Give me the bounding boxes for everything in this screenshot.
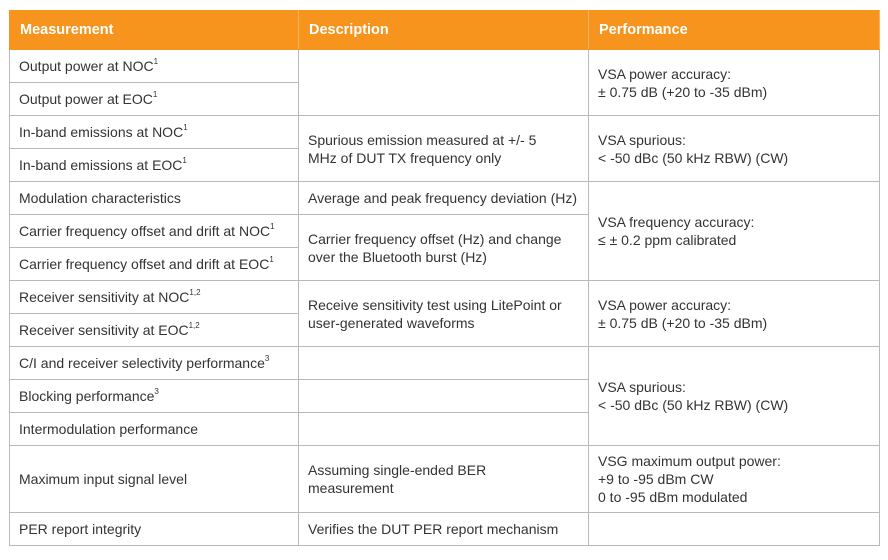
footnote-ref: 1 [152, 90, 158, 99]
description-line: Assuming single-ended BER [308, 462, 487, 478]
measurement-label: Output power at NOC [19, 58, 154, 74]
measurement-cell: In-band emissions at EOC1 [9, 148, 299, 182]
description-cell-empty [298, 412, 589, 446]
description-cell-empty [298, 346, 589, 380]
measurement-label: Output power at EOC [19, 91, 153, 107]
measurement-label: Carrier frequency offset and drift at EO… [19, 256, 270, 272]
performance-cell: VSA spurious: < -50 dBc (50 kHz RBW) (CW) [588, 115, 880, 182]
performance-cell: VSA power accuracy: ± 0.75 dB (+20 to -35… [588, 280, 880, 347]
description-cell: Carrier frequency offset (Hz) and change… [298, 214, 589, 281]
measurement-cell: Modulation characteristics [9, 181, 299, 215]
table-row: In-band emissions at EOC1 [9, 148, 880, 182]
measurement-cell: Receiver sensitivity at NOC1,2 [9, 280, 299, 314]
performance-line: VSA spurious: [598, 131, 686, 148]
table-row: Maximum input signal level Assuming sing… [9, 445, 880, 513]
table-row: Receiver sensitivity at NOC1,2 Receive s… [9, 280, 880, 347]
performance-cell-empty [588, 512, 880, 546]
measurement-cell: In-band emissions at NOC1 [9, 115, 299, 149]
footnote-ref: 3 [264, 354, 270, 363]
measurement-cell: Carrier frequency offset and drift at NO… [9, 214, 299, 248]
performance-cell: VSG maximum output power: +9 to -95 dBm C… [588, 445, 880, 513]
performance-cell: VSA spurious: < -50 dBc (50 kHz RBW) (CW) [588, 346, 880, 446]
performance-line: VSA spurious: [598, 379, 686, 395]
performance-line: VSA power accuracy: [598, 65, 732, 82]
table-row: Modulation characteristics Average and p… [9, 181, 880, 281]
footnote-ref: 1,2 [188, 321, 200, 330]
footnote-ref: 1 [270, 222, 275, 231]
table-row: Output power at NOC1 VSA power accuracy:… [9, 49, 880, 116]
performance-line: ≤ ± 0.2 ppm calibrated [598, 232, 737, 248]
measurement-cell: Receiver sensitivity at EOC1,2 [9, 313, 299, 347]
description-line: MHz of DUT TX frequency only [308, 149, 502, 166]
measurement-label: Intermodulation performance [19, 421, 198, 437]
performance-line: ± 0.75 dB (+20 to -35 dBm) [598, 314, 768, 331]
measurement-label: C/I and receiver selectivity performance [19, 355, 265, 371]
measurement-label: PER report integrity [19, 521, 142, 537]
description-cell: Receive sensitivity test using LitePoint… [298, 280, 589, 347]
table-row: Receiver sensitivity at EOC1,2 [9, 313, 880, 347]
table-row: Carrier frequency offset and drift at EO… [9, 247, 880, 281]
performance-line: 0 to -95 dBm modulated [598, 489, 748, 505]
description-cell-empty [298, 379, 589, 413]
measurement-table: Measurement Description Performance Outp… [9, 10, 880, 546]
performance-line: ± 0.75 dB (+20 to -35 dBm) [598, 83, 768, 100]
performance-line: VSA frequency accuracy: [598, 214, 755, 230]
measurement-label: Receiver sensitivity at EOC [19, 322, 189, 338]
performance-line: VSG maximum output power: [598, 453, 781, 469]
measurement-label: Modulation characteristics [19, 190, 181, 206]
header-measurement: Measurement [9, 10, 299, 50]
header-description: Description [298, 10, 589, 50]
description-line: Spurious emission measured at +/- 5 [308, 131, 537, 148]
performance-line: +9 to -95 dBm CW [598, 471, 714, 487]
measurement-label: Maximum input signal level [19, 471, 188, 487]
description-line: over the Bluetooth burst (Hz) [308, 248, 487, 265]
footnote-ref: 1,2 [189, 288, 201, 297]
footnote-ref: 1 [182, 156, 187, 165]
table-row: Intermodulation performance [9, 412, 880, 446]
description-line: user-generated waveforms [308, 314, 475, 331]
table-row: Blocking performance3 [9, 379, 880, 413]
measurement-label: Receiver sensitivity at NOC [19, 289, 190, 305]
header-performance: Performance [588, 10, 880, 50]
description-line: Receive sensitivity test using LitePoint… [308, 296, 562, 313]
description-cell-empty [298, 49, 589, 116]
measurement-label: Carrier frequency offset and drift at NO… [19, 223, 271, 239]
footnote-ref: 1 [183, 123, 188, 132]
performance-line: < -50 dBc (50 kHz RBW) (CW) [598, 149, 789, 166]
description-line: Carrier frequency offset (Hz) and change [308, 230, 562, 247]
description-cell: Assuming single-ended BER measurement [298, 445, 589, 513]
measurement-cell: PER report integrity [9, 512, 299, 546]
measurement-cell: Output power at NOC1 [9, 49, 299, 83]
footnote-ref: 1 [153, 57, 159, 66]
measurement-cell: Intermodulation performance [9, 412, 299, 446]
table-row: Output power at EOC1 [9, 82, 880, 116]
table-row: C/I and receiver selectivity performance… [9, 346, 880, 446]
performance-line: < -50 dBc (50 kHz RBW) (CW) [598, 397, 789, 413]
measurement-label: In-band emissions at EOC [19, 157, 183, 173]
footnote-ref: 1 [269, 255, 274, 264]
measurement-cell: Carrier frequency offset and drift at EO… [9, 247, 299, 281]
description-cell: Spurious emission measured at +/- 5 MHz o… [298, 115, 589, 182]
description-cell: Verifies the DUT PER report mechanism [298, 512, 589, 546]
performance-line: VSA power accuracy: [598, 296, 732, 313]
performance-cell: VSA frequency accuracy: ≤ ± 0.2 ppm calib… [588, 181, 880, 281]
header-row: Measurement Description Performance [9, 10, 880, 50]
measurement-label: Blocking performance [19, 388, 155, 404]
table-row: In-band emissions at NOC1 Spurious emiss… [9, 115, 880, 182]
description-cell: Average and peak frequency deviation (Hz… [298, 181, 589, 215]
footnote-ref: 3 [154, 387, 159, 396]
measurement-cell: Maximum input signal level [9, 445, 299, 513]
performance-cell: VSA power accuracy: ± 0.75 dB (+20 to -35… [588, 49, 880, 116]
description-line: measurement [308, 480, 394, 496]
measurement-label: In-band emissions at NOC [19, 124, 184, 140]
measurement-cell: Blocking performance3 [9, 379, 299, 413]
table-row: PER report integrity Verifies the DUT PE… [9, 512, 880, 546]
measurement-cell: Output power at EOC1 [9, 82, 299, 116]
measurement-cell: C/I and receiver selectivity performance… [9, 346, 299, 380]
